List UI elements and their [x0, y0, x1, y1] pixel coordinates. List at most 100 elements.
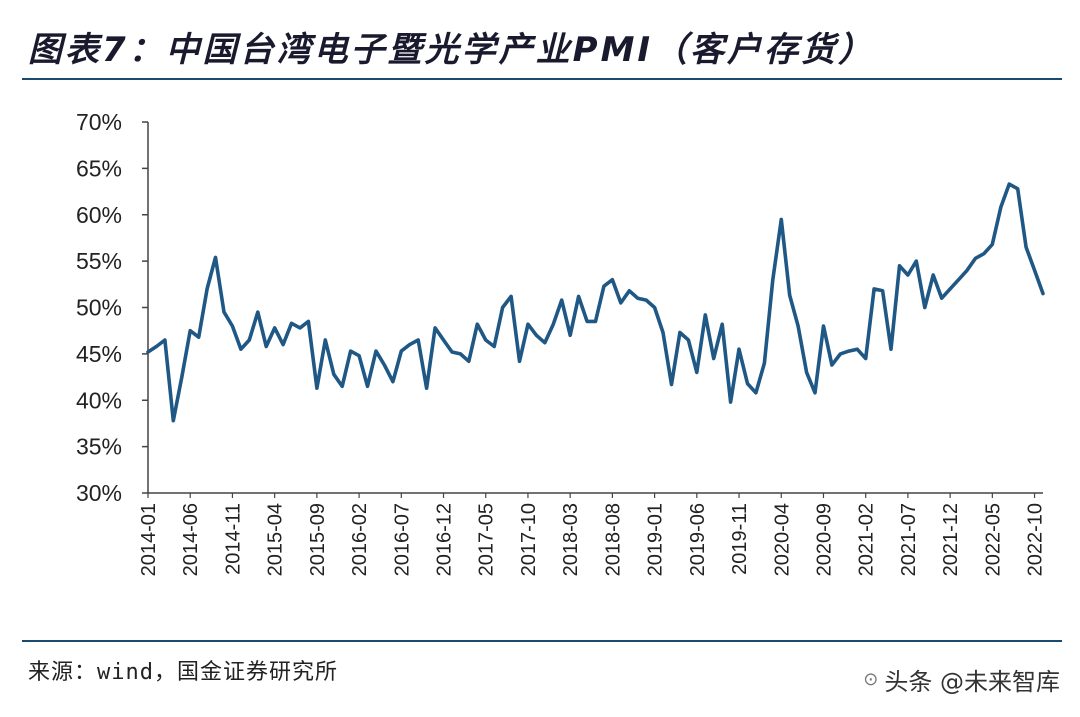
x-tick-label: 2014-01: [138, 503, 160, 576]
x-axis: 2014-01 2014-06 2014-11 2015-04 2015-09 2016-…: [138, 492, 1047, 576]
data-point: [847, 350, 850, 353]
data-point: [358, 354, 361, 357]
data-point: [923, 306, 926, 309]
data-point: [805, 371, 808, 374]
data-point: [957, 278, 960, 281]
x-tick-label: 2022-05: [982, 503, 1004, 576]
data-point: [746, 382, 749, 385]
data-point: [256, 311, 259, 314]
data-point: [721, 323, 724, 326]
data-point: [1016, 187, 1019, 190]
data-point: [636, 297, 639, 300]
data-point: [645, 299, 648, 302]
data-point: [915, 260, 918, 263]
data-point: [189, 329, 192, 332]
x-tick-label: 2015-04: [265, 503, 287, 576]
data-point: [577, 295, 580, 298]
data-point: [788, 294, 791, 297]
x-tick-label: 2020-04: [771, 503, 793, 576]
x-tick-label: 2021-12: [940, 503, 962, 576]
data-point: [408, 343, 411, 346]
data-point: [763, 362, 766, 365]
data-point: [890, 348, 893, 351]
data-point: [349, 350, 352, 353]
data-point: [147, 351, 150, 354]
x-tick-label: 2015-09: [307, 503, 329, 576]
data-point: [628, 289, 631, 292]
data-point: [619, 301, 622, 304]
data-point: [510, 295, 513, 298]
data-point: [332, 373, 335, 376]
data-point: [299, 326, 302, 329]
data-point: [324, 339, 327, 342]
data-point: [501, 306, 504, 309]
data-point: [391, 380, 394, 383]
watermark-text: 头条 @未来智库: [884, 668, 1060, 696]
data-point: [451, 351, 454, 354]
x-tick-label: 2019-01: [645, 503, 667, 576]
data-point: [1008, 183, 1011, 186]
y-tick-label: 55%: [76, 248, 122, 274]
data-point: [535, 334, 538, 337]
x-tick-label: 2016-12: [434, 503, 456, 576]
data-point: [425, 387, 428, 390]
data-point: [239, 348, 242, 351]
data-point: [999, 206, 1002, 209]
data-point: [552, 323, 555, 326]
x-tick-label: 2017-10: [518, 503, 540, 576]
series-line: [146, 182, 1045, 423]
y-tick-label: 50%: [76, 295, 122, 321]
data-point: [569, 334, 572, 337]
x-tick-label: 2019-06: [687, 503, 709, 576]
series-group: [146, 182, 1045, 423]
y-tick-label: 45%: [76, 341, 122, 367]
x-tick-label: 2021-02: [856, 503, 878, 576]
watermark: ⊙ 头条 @未来智库: [863, 662, 1060, 697]
data-point: [290, 322, 293, 325]
data-point: [991, 243, 994, 246]
chart-title: 图表7：中国台湾电子暨光学产业PMI（客户存货）: [28, 30, 876, 70]
x-tick-label: 2021-07: [898, 503, 920, 576]
pmi-line-chart: 30%35%40%45%50%55%60%65%70% 2014-01 2014-…: [76, 109, 1047, 576]
data-point: [493, 345, 496, 348]
data-point: [417, 339, 420, 342]
data-point: [560, 299, 563, 302]
data-point: [932, 274, 935, 277]
y-tick-label: 30%: [76, 480, 122, 506]
data-point: [830, 364, 833, 367]
data-point: [1025, 246, 1028, 249]
data-point: [982, 252, 985, 255]
data-point: [307, 320, 310, 323]
data-point: [543, 341, 546, 344]
x-tick-label: 2016-07: [391, 503, 413, 576]
data-point: [738, 348, 741, 351]
data-point: [223, 311, 226, 314]
x-tick-label: 2018-08: [602, 503, 624, 576]
data-point: [771, 278, 774, 281]
data-point: [687, 339, 690, 342]
data-point: [653, 306, 656, 309]
data-point: [366, 385, 369, 388]
data-point: [265, 345, 268, 348]
data-point: [282, 343, 285, 346]
data-point: [315, 387, 318, 390]
source-rule: [22, 640, 1062, 642]
data-point: [155, 345, 158, 348]
data-point: [754, 391, 757, 394]
data-point: [214, 256, 217, 259]
data-point: [527, 323, 530, 326]
data-point: [231, 325, 234, 328]
data-point: [467, 360, 470, 363]
x-tick-label: 2020-09: [813, 503, 835, 576]
data-point: [949, 287, 952, 290]
data-point: [586, 320, 589, 323]
data-point: [729, 401, 732, 404]
data-point: [797, 325, 800, 328]
x-tick-label: 2018-03: [560, 503, 582, 576]
data-point: [940, 297, 943, 300]
data-point: [248, 339, 251, 342]
data-point: [873, 287, 876, 290]
data-point: [442, 339, 445, 342]
data-point: [341, 385, 344, 388]
data-point: [375, 350, 378, 353]
